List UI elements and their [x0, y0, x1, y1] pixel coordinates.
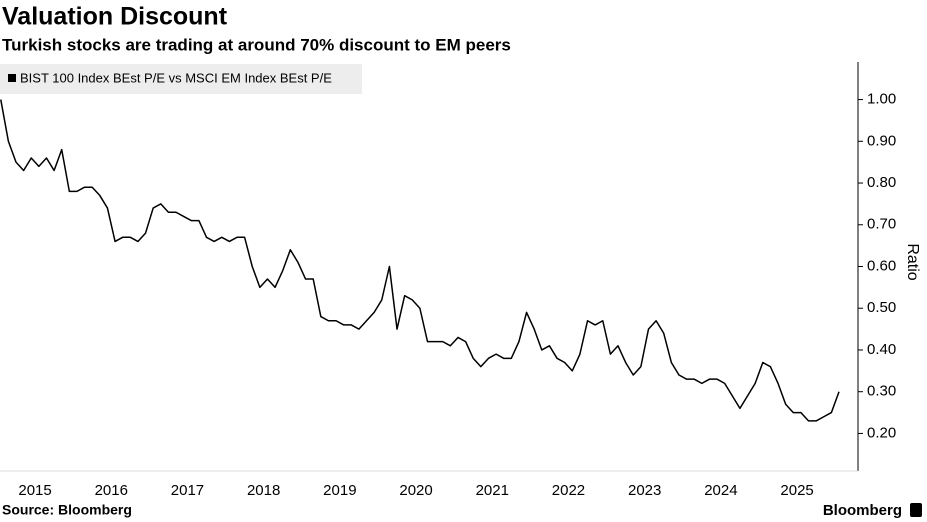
legend-swatch [8, 74, 16, 82]
line-series [0, 99, 840, 422]
x-tick-label: 2021 [476, 482, 509, 499]
x-tick-label: 2015 [18, 482, 51, 499]
x-tick-label: 2019 [323, 482, 356, 499]
brand: Bloomberg [823, 502, 902, 519]
legend-label: BIST 100 Index BEst P/E vs MSCI EM Index… [20, 70, 332, 85]
brand-icon [910, 503, 922, 517]
x-tick-label: 2022 [552, 482, 585, 499]
x-tick-label: 2023 [628, 482, 661, 499]
x-tick-label: 2020 [399, 482, 432, 499]
source: Source: Bloomberg [2, 502, 132, 518]
y-tick-label: 0.30 [867, 383, 896, 400]
y-tick-label: 0.90 [867, 132, 896, 149]
chart-title: Valuation Discount [2, 3, 228, 31]
y-tick-label: 1.00 [867, 91, 896, 108]
x-tick-label: 2025 [780, 482, 813, 499]
y-tick-label: 0.60 [867, 257, 896, 274]
x-tick-label: 2016 [95, 482, 128, 499]
y-tick-label: 0.80 [867, 174, 896, 191]
y-axis-label: Ratio [904, 243, 921, 280]
legend-box [0, 64, 362, 94]
y-tick-label: 0.40 [867, 341, 896, 358]
chart-subtitle: Turkish stocks are trading at around 70%… [2, 35, 511, 54]
x-tick-label: 2018 [247, 482, 280, 499]
y-tick-label: 0.70 [867, 216, 896, 233]
x-tick-label: 2017 [171, 482, 204, 499]
y-tick-label: 0.20 [867, 424, 896, 441]
x-tick-label: 2024 [704, 482, 737, 499]
y-tick-label: 0.50 [867, 299, 896, 316]
